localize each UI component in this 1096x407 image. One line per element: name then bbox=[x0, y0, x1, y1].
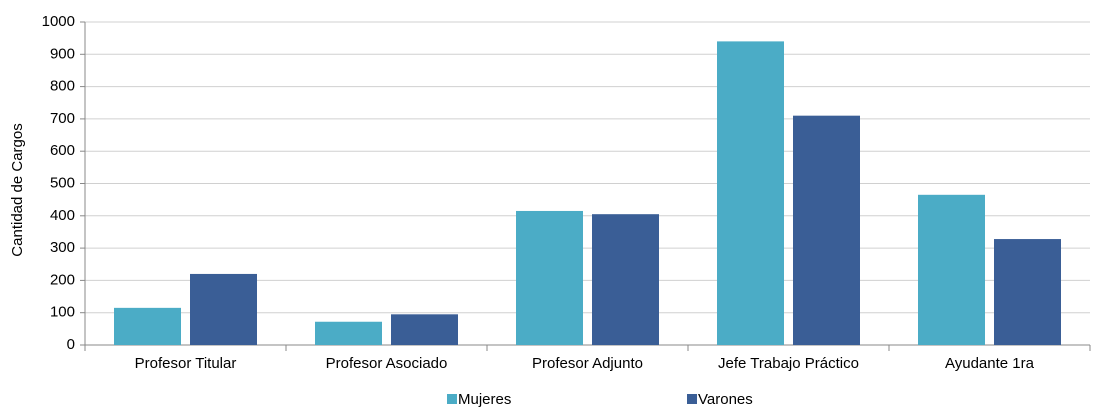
y-tick-label: 500 bbox=[50, 174, 75, 191]
x-tick-label: Profesor Asociado bbox=[326, 355, 448, 372]
y-tick-label: 200 bbox=[50, 271, 75, 288]
bar bbox=[516, 210, 583, 345]
y-tick-label: 700 bbox=[50, 110, 75, 127]
bar bbox=[918, 194, 985, 345]
y-tick-label: 600 bbox=[50, 142, 75, 159]
y-tick-label: 0 bbox=[67, 336, 75, 353]
bar bbox=[391, 314, 458, 345]
y-tick-label: 900 bbox=[50, 45, 75, 62]
y-tick-label: 1000 bbox=[42, 13, 75, 30]
legend-label: Mujeres bbox=[458, 391, 511, 407]
bar bbox=[793, 115, 860, 345]
x-tick-label: Profesor Titular bbox=[135, 355, 237, 372]
bar bbox=[592, 214, 659, 345]
x-tick-label: Jefe Trabajo Práctico bbox=[718, 355, 859, 372]
x-tick-label: Ayudante 1ra bbox=[945, 355, 1035, 372]
bar bbox=[994, 239, 1061, 345]
y-tick-label: 400 bbox=[50, 207, 75, 224]
legend-swatch bbox=[687, 394, 697, 404]
legend-label: Varones bbox=[698, 391, 753, 407]
bar bbox=[315, 321, 382, 345]
legend-swatch bbox=[447, 394, 457, 404]
y-tick-label: 800 bbox=[50, 78, 75, 95]
bar bbox=[717, 41, 784, 345]
y-tick-label: 300 bbox=[50, 239, 75, 256]
y-axis-label: Cantidad de Cargos bbox=[9, 123, 26, 256]
bar bbox=[114, 307, 181, 345]
y-tick-label: 100 bbox=[50, 304, 75, 321]
x-tick-label: Profesor Adjunto bbox=[532, 355, 643, 372]
bar bbox=[190, 273, 257, 345]
